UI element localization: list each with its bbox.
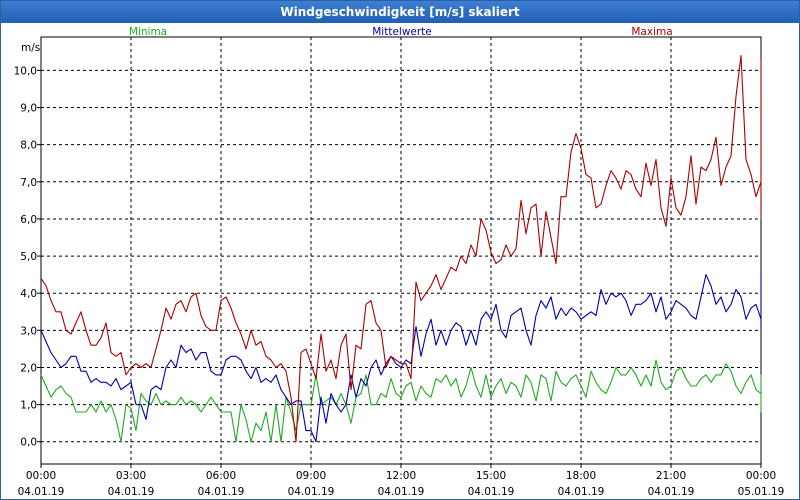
x-tick-time: 00:00 bbox=[746, 470, 776, 482]
x-tick-date: 04.01.19 bbox=[108, 486, 155, 498]
y-tick-label: 2,0 bbox=[20, 362, 37, 374]
x-tick-date: 04.01.19 bbox=[648, 486, 695, 498]
y-tick-label: 4,0 bbox=[20, 288, 37, 300]
x-tick-date: 04.01.19 bbox=[288, 486, 335, 498]
series-line-maxima bbox=[40, 55, 762, 443]
window-title: Windgeschwindigkeit [m/s] skaliert bbox=[1, 1, 799, 23]
x-tick-time: 03:00 bbox=[116, 470, 146, 482]
x-tick-date: 04.01.19 bbox=[198, 486, 245, 498]
y-tick-label: 5,0 bbox=[20, 251, 37, 263]
series-line-minima bbox=[40, 359, 762, 443]
y-tick-label: 3,0 bbox=[20, 325, 37, 337]
y-tick-label: 0,0 bbox=[20, 437, 37, 449]
y-tick-label: 6,0 bbox=[20, 214, 37, 226]
x-tick-time: 12:00 bbox=[386, 470, 416, 482]
x-tick-time: 21:00 bbox=[656, 470, 686, 482]
x-tick-date: 04.01.19 bbox=[18, 486, 65, 498]
x-tick-time: 15:00 bbox=[476, 470, 506, 482]
wind-speed-chart: 0,0 1,0 2,0 3,0 4,0 5,0 6,0 7,0 8,0 9,0 10,0 m/s 00:… bbox=[14, 26, 785, 498]
legend-mittelwerte: Mittelwerte bbox=[372, 26, 432, 38]
x-tick-time: 00:00 bbox=[26, 470, 56, 482]
y-tick-label: 7,0 bbox=[20, 177, 37, 189]
x-tick-date: 04.01.19 bbox=[558, 486, 605, 498]
series-line-mittelwerte bbox=[40, 270, 762, 443]
y-tick-label: 9,0 bbox=[20, 103, 37, 115]
x-tick-date: 04.01.19 bbox=[378, 486, 425, 498]
x-tick-time: 18:00 bbox=[566, 470, 596, 482]
legend-minima: Minima bbox=[129, 26, 167, 38]
y-axis-unit: m/s bbox=[21, 42, 40, 54]
x-tick-date: 05.01.19 bbox=[738, 486, 785, 498]
y-tick-label: 8,0 bbox=[20, 140, 37, 152]
x-tick-time: 06:00 bbox=[206, 470, 236, 482]
y-tick-label: 10,0 bbox=[14, 65, 37, 77]
x-tick-date: 04.01.19 bbox=[468, 486, 515, 498]
x-tick-time: 09:00 bbox=[296, 470, 326, 482]
legend-maxima: Maxima bbox=[631, 26, 672, 38]
y-tick-label: 1,0 bbox=[20, 400, 37, 412]
